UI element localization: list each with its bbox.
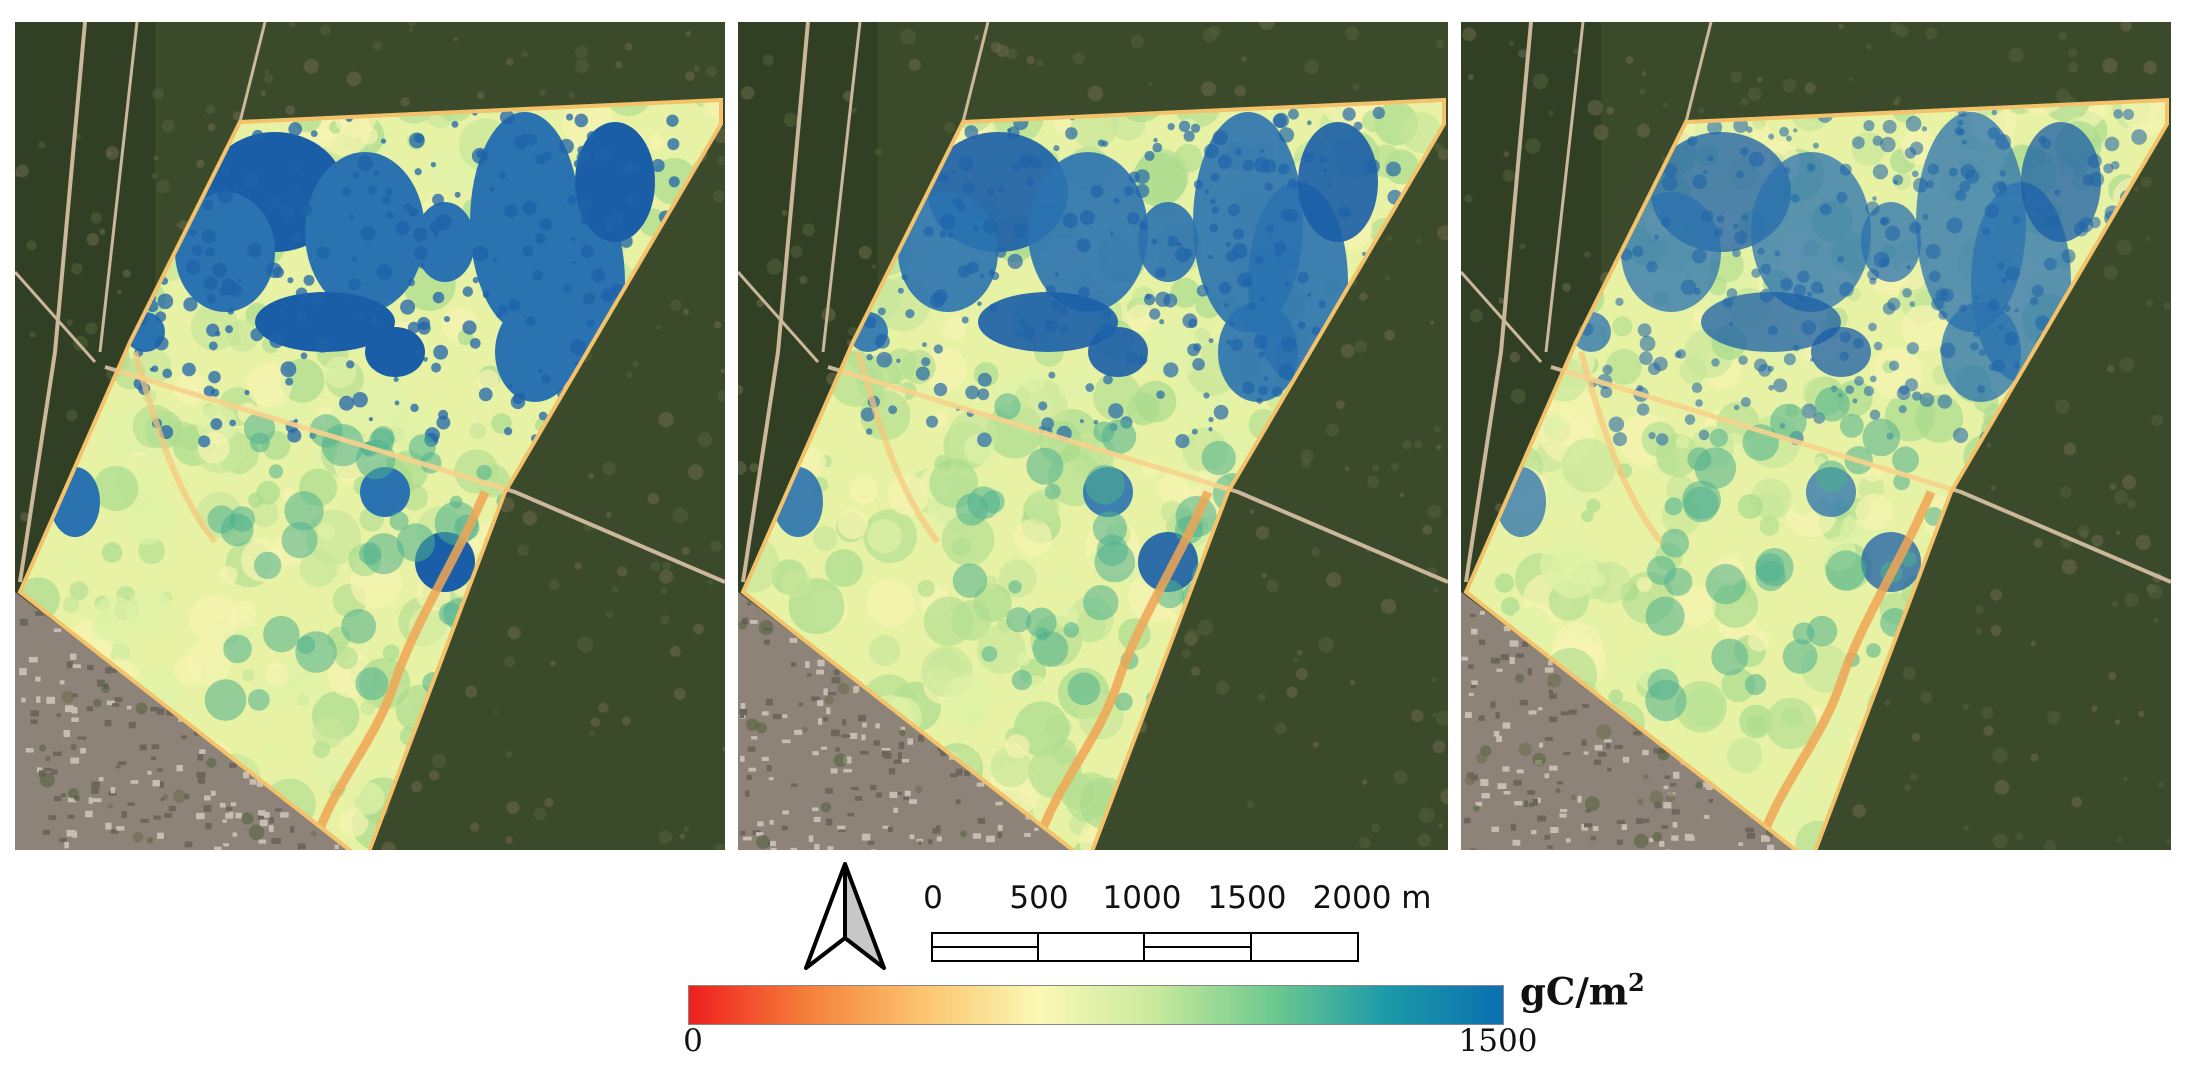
scale-label-1500: 1500 (1207, 880, 1287, 916)
map-panel-3 (1461, 22, 2171, 850)
scale-bar (931, 932, 1359, 962)
north-arrow-icon (804, 862, 886, 970)
scale-label-500: 500 (1009, 880, 1069, 916)
colorbar (688, 985, 1504, 1025)
map-panel-2 (738, 22, 1448, 850)
scale-label-1000: 1000 (1102, 880, 1182, 916)
colorbar-min-label: 0 (683, 1023, 703, 1059)
colorbar-max-label: 1500 (1458, 1023, 1538, 1059)
scale-label-2000: 2000 m (1312, 880, 1432, 916)
colorbar-unit-label: gC/m2 (1520, 968, 1645, 1014)
map-panel-1 (15, 22, 725, 850)
scale-label-0: 0 (923, 880, 943, 916)
